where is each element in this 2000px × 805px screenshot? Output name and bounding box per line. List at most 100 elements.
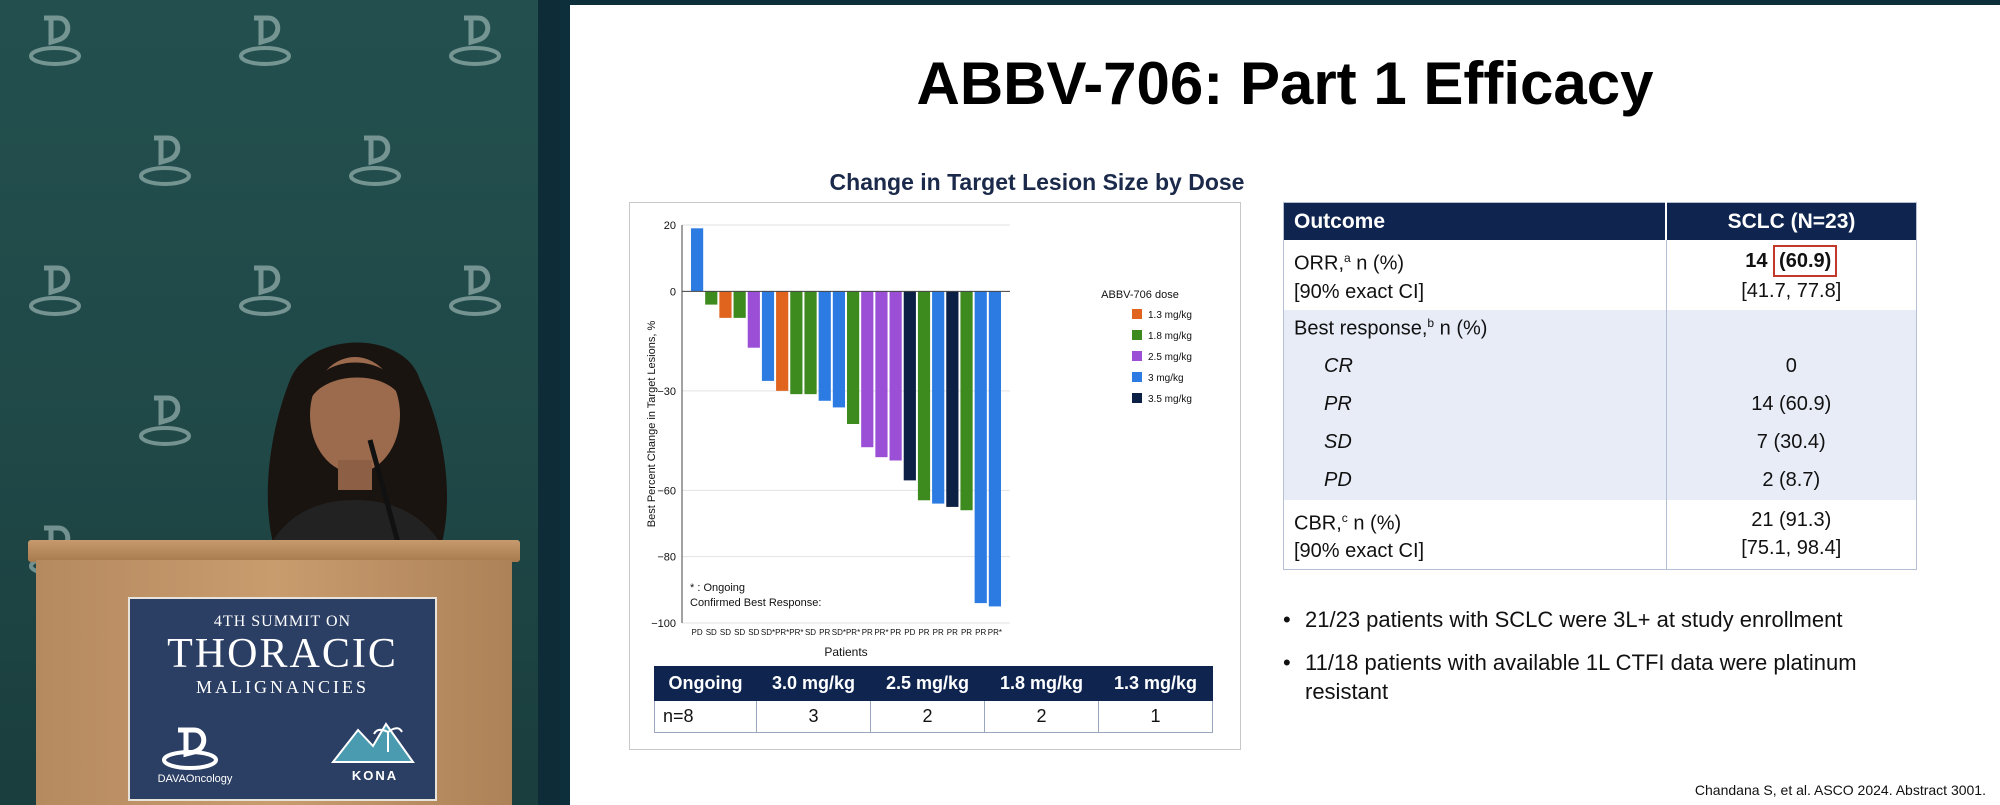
bullet-text: 11/18 patients with available 1L CTFI da… (1305, 650, 1857, 704)
legend-title: ABBV-706 dose (1101, 289, 1179, 301)
banner-main-line: THORACIC (167, 631, 398, 677)
dava-logo-icon (162, 727, 218, 770)
pattern-logo-icon (349, 135, 401, 186)
legend-swatch (1132, 309, 1142, 319)
pattern-logo-icon (239, 265, 291, 316)
x-category-label: PD (692, 628, 703, 637)
chart-bar (776, 291, 789, 391)
cr-row: CR 0 (1283, 347, 1917, 386)
pd-row: PD 2 (8.7) (1283, 461, 1917, 500)
dose-header-1-8: 1.8 mg/kg (983, 666, 1099, 701)
outcome-table: Outcome SCLC (N=23) ORR,a n (%) [90% exa… (1283, 202, 1917, 571)
chart-bars (690, 228, 1002, 607)
orr-row: ORR,a n (%) [90% exact CI] 14 (60.9) [41… (1284, 240, 1917, 310)
dose-cell-3-0: 3 (756, 700, 871, 733)
pattern-logo-icon (139, 395, 191, 446)
dose-cell-n: n=8 (654, 700, 757, 733)
pattern-logo-icon (29, 265, 81, 316)
legend-swatch (1132, 330, 1142, 340)
presentation-slide: ABBV-706: Part 1 Efficacy Change in Targ… (570, 5, 2000, 805)
cr-label: CR (1283, 347, 1666, 386)
confirmed-response-note: Confirmed Best Response: (690, 597, 821, 609)
speaker-video: 4TH SUMMIT ON THORACIC MALIGNANCIES DAVA… (0, 0, 560, 805)
chart-bar (804, 291, 817, 395)
cbr-ci: [75.1, 98.4] (1741, 537, 1842, 560)
chart-title-text: Change in Target Lesion Size by Dose (829, 169, 1245, 195)
citation: Chandana S, et al. ASCO 2024. Abstract 3… (1694, 782, 1986, 798)
pd-label: PD (1283, 461, 1666, 500)
best-response-value-cell (1665, 309, 1917, 348)
chart-x-categories: PD SD SD SD SD SD* PR* PR* SD PR SD* PR* PR PR* PR PD PR… (692, 628, 1002, 637)
x-category-label: SD (734, 628, 745, 637)
x-category-label: SD (706, 628, 717, 637)
orr-value-cell: 14 (60.9) [41.7, 77.8] (1665, 240, 1917, 310)
sclc-header: SCLC (N=23) (1666, 202, 1917, 240)
x-category-label: PR (947, 628, 958, 637)
legend-label: 3.5 mg/kg (1148, 394, 1192, 405)
pattern-logo-icon (449, 15, 501, 66)
best-response-sup: b (1427, 316, 1435, 331)
x-category-label: PR* (775, 628, 789, 637)
bullet-list: • 21/23 patients with SCLC were 3L+ at st… (1283, 605, 1923, 720)
bullet-dot-icon: • (1283, 650, 1291, 675)
chart-bar (875, 291, 888, 458)
dose-cell-2-5: 2 (869, 700, 985, 733)
cbr-value-cell: 21 (91.3) [75.1, 98.4] (1665, 499, 1917, 570)
orr-ci: [41.7, 77.8] (1741, 279, 1842, 302)
dose-header-3-0: 3.0 mg/kg (756, 666, 871, 701)
y-tick-label: −100 (651, 618, 676, 630)
banner-summit-line: 4TH SUMMIT ON (213, 613, 352, 630)
slide-title: ABBV-706: Part 1 Efficacy (916, 50, 1654, 117)
chart-bar (733, 291, 746, 318)
cbr-label-cell: CBR,c n (%) [90% exact CI] (1284, 500, 1667, 570)
bullet-item: • 11/18 patients with available 1L CTFI d… (1283, 648, 1923, 706)
x-category-label: SD (805, 628, 816, 637)
chart-bar (705, 291, 718, 305)
chart-bar (917, 291, 931, 501)
orr-ci-label: [90% exact CI] (1294, 280, 1425, 303)
pattern-logo-icon (139, 135, 191, 186)
x-category-label: PD (904, 628, 915, 637)
chart-bar (974, 291, 987, 604)
cbr-label: CBR, (1294, 512, 1342, 535)
kona-logo-text: KONA (351, 768, 399, 783)
pattern-logo-icon (29, 15, 81, 66)
dose-header-ongoing: Ongoing (654, 666, 757, 701)
x-category-label: SD* (761, 628, 775, 637)
outcome-header-row: Outcome SCLC (N=23) (1283, 202, 1917, 240)
x-category-label: PR (862, 628, 873, 637)
x-category-label: PR* (789, 628, 803, 637)
orr-sup: a (1344, 251, 1351, 265)
chart-bar (861, 291, 874, 448)
x-category-label: SD (720, 628, 731, 637)
y-tick-label: −30 (657, 386, 676, 398)
y-tick-label: 0 (670, 286, 676, 298)
x-category-label: PR (961, 628, 972, 637)
chart-bar (903, 291, 916, 481)
cr-value: 0 (1665, 347, 1917, 386)
dose-cell-1-8: 2 (983, 700, 1099, 733)
y-axis-label: Best Percent Change in Target Lesions, % (646, 321, 658, 528)
chart-bar (960, 291, 973, 511)
pr-row: PR 14 (60.9) (1283, 385, 1917, 424)
x-category-label: PR* (846, 628, 860, 637)
legend-swatch (1132, 393, 1142, 403)
chart-title: Change in Target Lesion Size by Dose (570, 169, 1570, 196)
legend-swatch (1132, 372, 1142, 382)
chart-bar (690, 228, 704, 292)
video-divider (538, 0, 560, 805)
pr-label: PR (1283, 385, 1666, 424)
legend-label: 2.5 mg/kg (1148, 352, 1192, 363)
x-category-label: PR (890, 628, 901, 637)
x-category-label: SD* (832, 628, 846, 637)
x-axis-label: Patients (824, 645, 867, 659)
chart-bar (988, 291, 1002, 607)
dose-header-2-5: 2.5 mg/kg (869, 666, 985, 701)
chart-bar (818, 291, 831, 401)
x-category-label: PR (975, 628, 986, 637)
chart-bar (946, 291, 959, 507)
chart-bar (719, 291, 732, 318)
x-category-label: PR* (874, 628, 888, 637)
ongoing-note: * : Ongoing (690, 582, 745, 594)
x-category-label: PR (933, 628, 944, 637)
